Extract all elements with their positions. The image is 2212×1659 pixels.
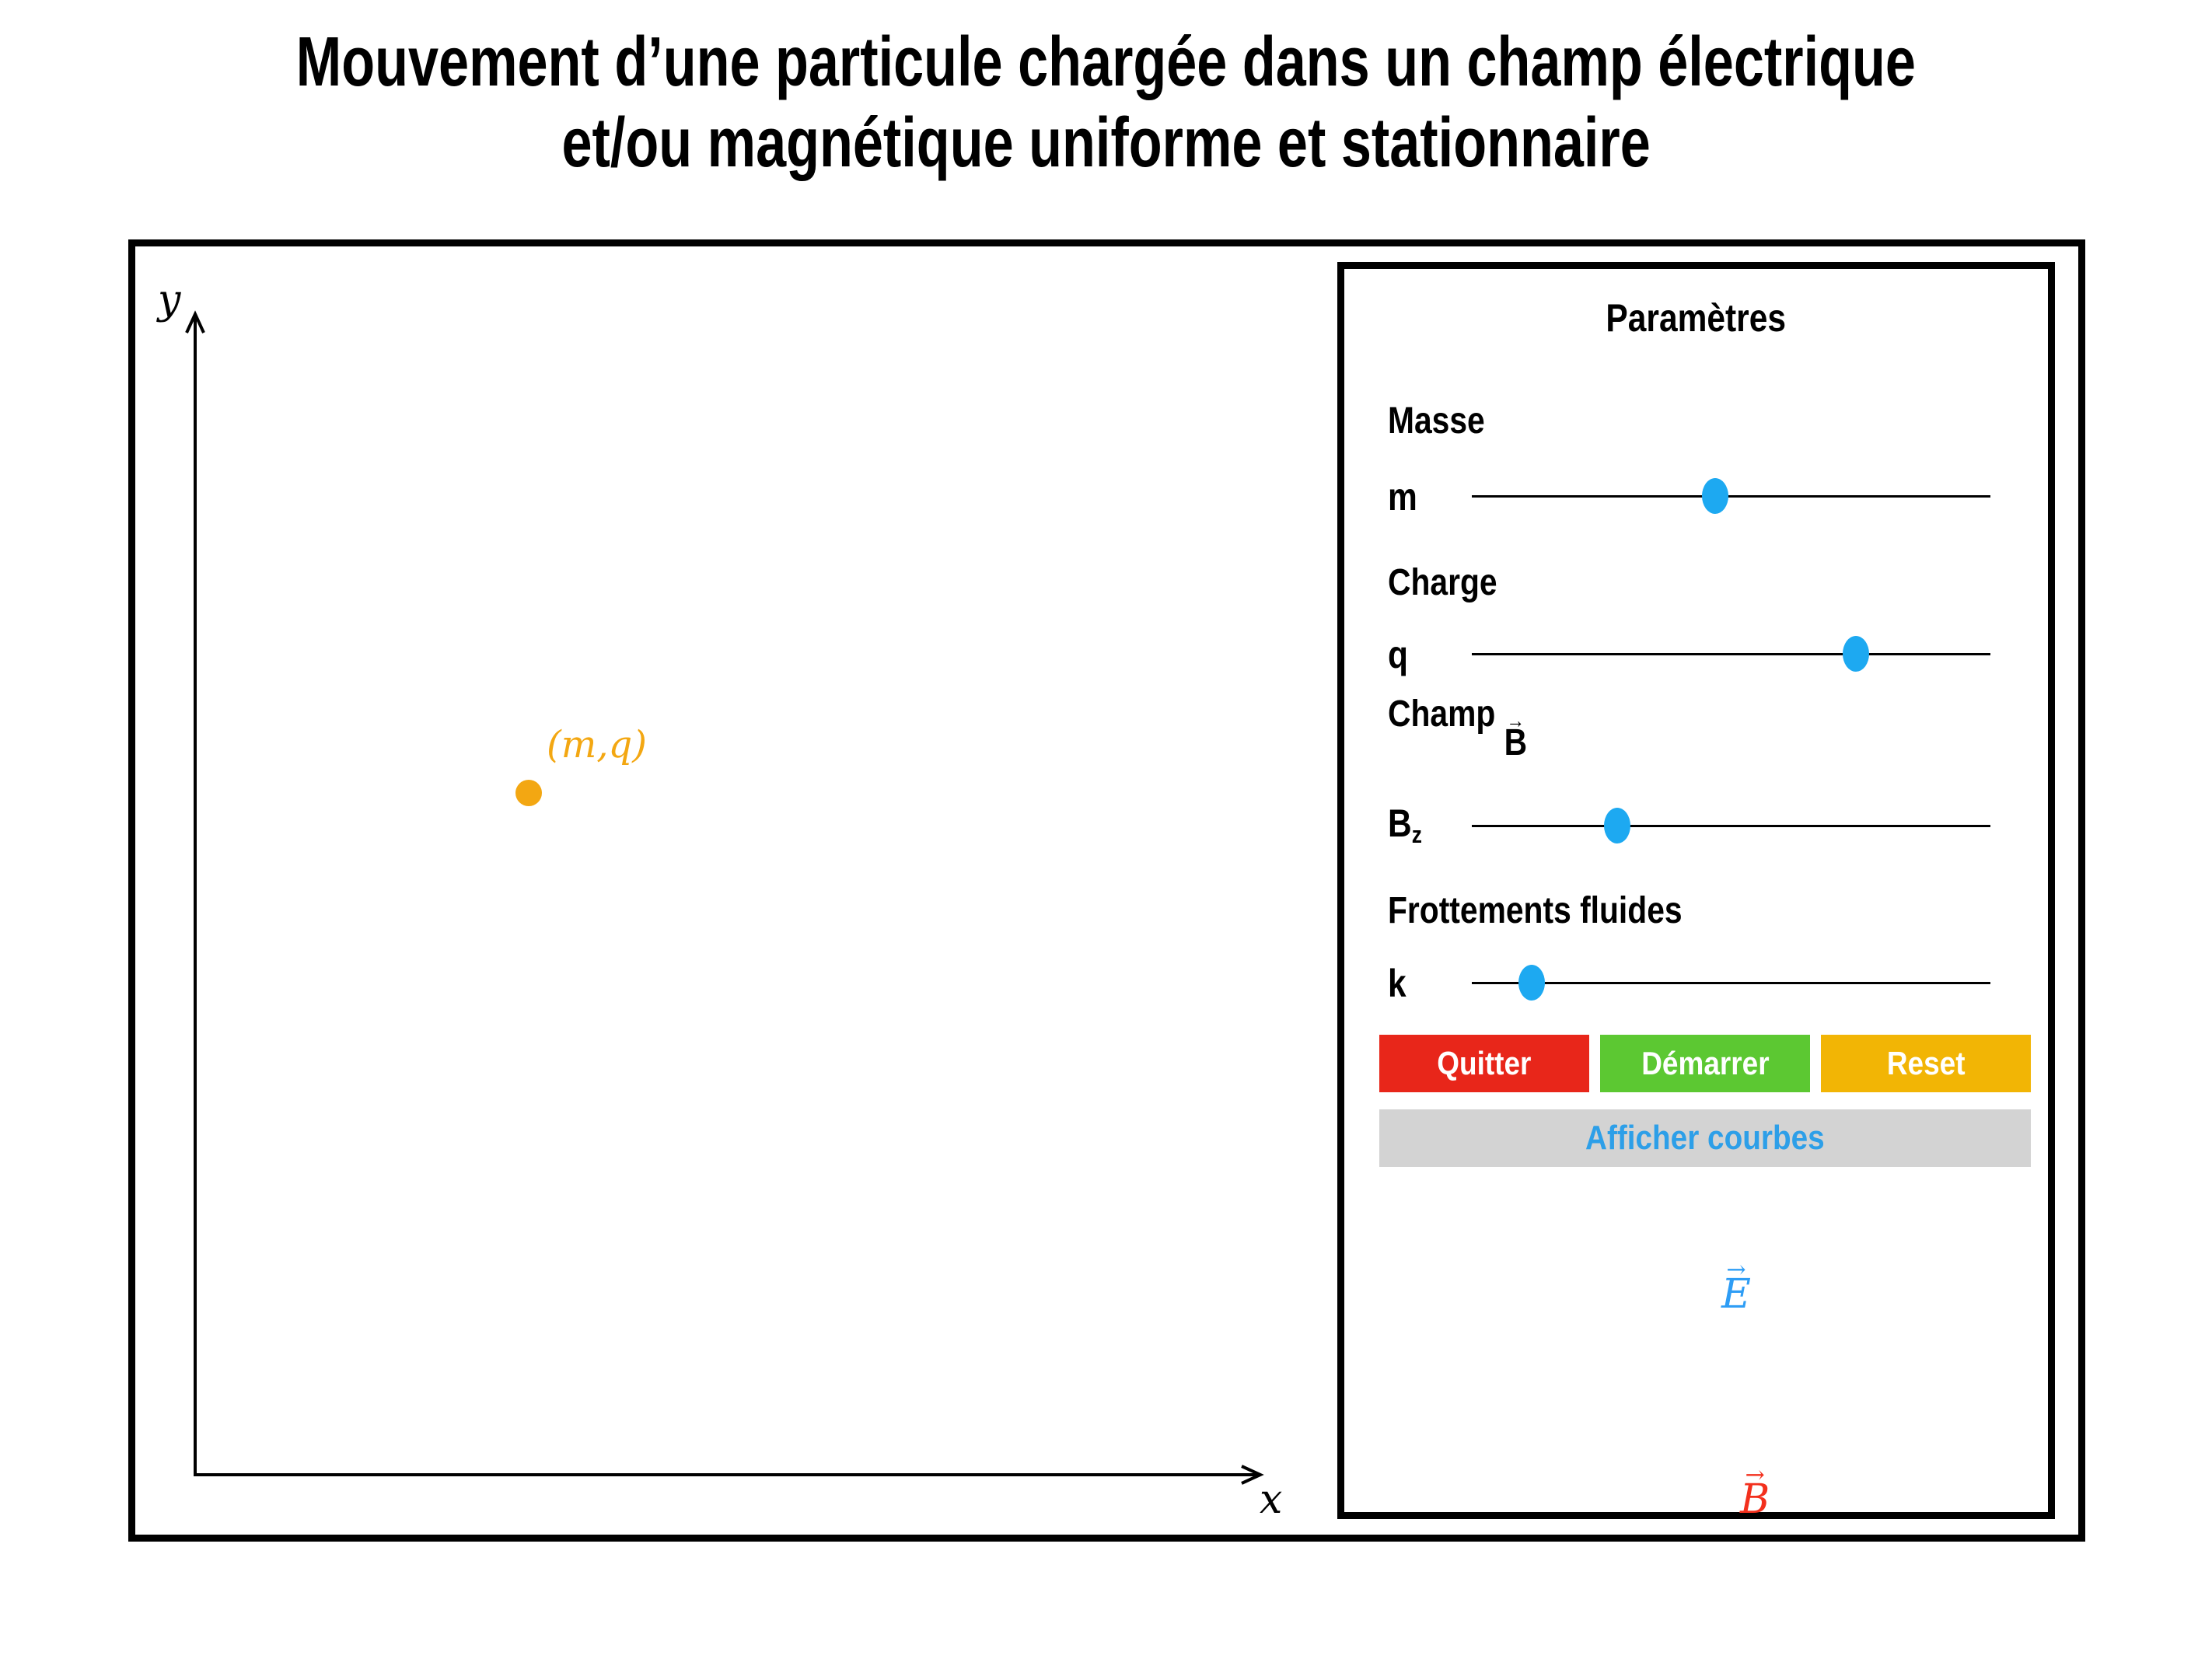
y-axis-label: y bbox=[158, 277, 181, 323]
bz-slider-handle[interactable] bbox=[1603, 808, 1630, 843]
charge-slider-handle[interactable] bbox=[1842, 636, 1869, 672]
vector-arrow-icon: → bbox=[1506, 708, 1525, 732]
charge-param-label: q bbox=[1388, 633, 1408, 676]
show-curves-button[interactable]: Afficher courbes bbox=[1379, 1109, 2031, 1167]
particle-label: (m,q) bbox=[547, 723, 647, 767]
quit-button[interactable]: Quitter bbox=[1379, 1035, 1589, 1092]
particle-dot[interactable] bbox=[515, 780, 542, 806]
friction-param-label: k bbox=[1388, 962, 1407, 1005]
friction-slider-track[interactable] bbox=[1472, 965, 1990, 1001]
charge-group-label: Charge bbox=[1388, 562, 1497, 603]
b-field-group-label: Champ → B bbox=[1388, 693, 1528, 763]
e-field-label: → E bbox=[1721, 1256, 1751, 1318]
charge-slider-track[interactable] bbox=[1472, 636, 1990, 672]
bz-slider-track[interactable] bbox=[1472, 808, 1990, 843]
friction-slider-handle[interactable] bbox=[1518, 965, 1545, 1001]
page-title-line2: et/ou magnétique uniforme et stationnair… bbox=[561, 104, 1651, 183]
simulation-area-border bbox=[128, 239, 2085, 1542]
bz-param-label: Bz bbox=[1388, 802, 1422, 848]
x-axis-arrowhead-icon bbox=[1241, 1465, 1264, 1485]
reset-button[interactable]: Reset bbox=[1821, 1035, 2031, 1092]
panel-title: Paramètres bbox=[1606, 296, 1787, 340]
mass-slider-handle[interactable] bbox=[1702, 478, 1729, 514]
start-button[interactable]: Démarrer bbox=[1600, 1035, 1810, 1092]
y-axis-arrowhead-icon bbox=[185, 310, 205, 334]
x-axis-label: x bbox=[1260, 1476, 1283, 1523]
parameters-panel: Paramètres Masse m Charge q Champ → B Bz bbox=[1337, 262, 2055, 1524]
mass-slider-track[interactable] bbox=[1472, 478, 1990, 514]
page-title-line1: Mouvement d’une particule chargée dans u… bbox=[295, 23, 1917, 101]
friction-group-label: Frottements fluides bbox=[1388, 890, 1683, 931]
mass-param-label: m bbox=[1388, 475, 1417, 519]
vector-arrow-icon: → bbox=[1726, 1256, 1746, 1284]
b-field-label: → B bbox=[1740, 1462, 1770, 1524]
mass-group-label: Masse bbox=[1388, 400, 1485, 442]
vector-arrow-icon: → bbox=[1745, 1462, 1765, 1489]
page-title: Mouvement d’une particule chargée dans u… bbox=[0, 22, 2212, 184]
